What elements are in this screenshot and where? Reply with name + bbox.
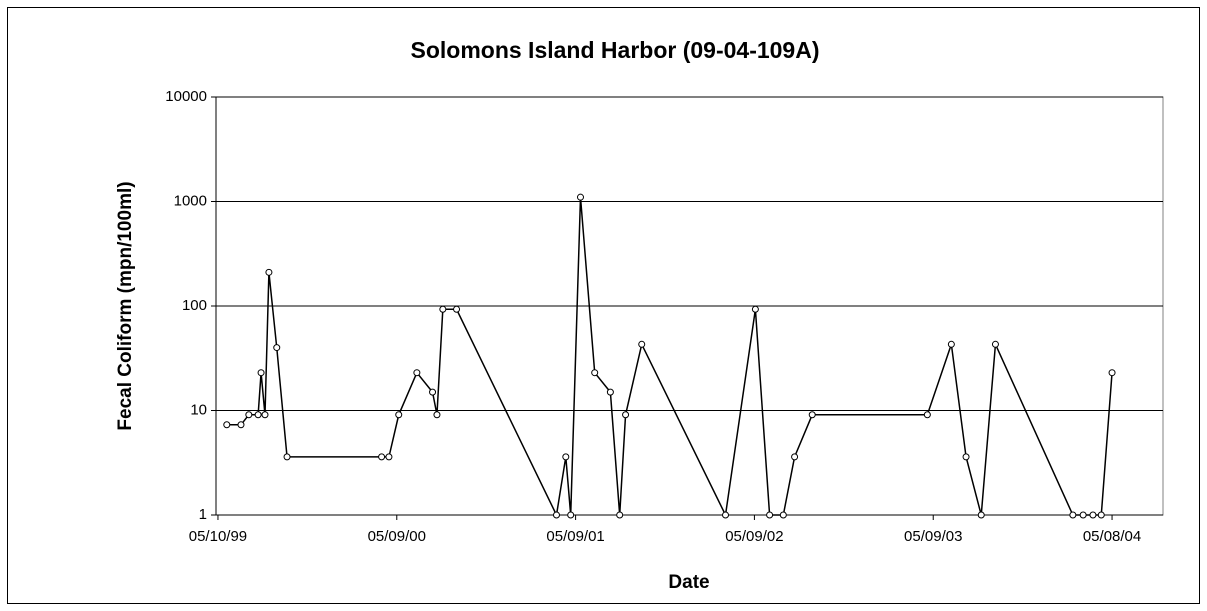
x-tick-label: 05/08/04 <box>1083 528 1141 545</box>
data-point <box>962 453 970 461</box>
y-tick-label: 100 <box>182 297 207 314</box>
data-point <box>453 305 461 313</box>
data-point <box>606 388 614 396</box>
data-point <box>576 193 584 201</box>
data-point <box>395 411 403 419</box>
data-point <box>991 340 999 348</box>
data-point <box>766 511 774 519</box>
data-point <box>622 411 630 419</box>
data-point <box>265 268 273 276</box>
x-tick-label: 05/09/03 <box>904 528 962 545</box>
data-point <box>433 411 441 419</box>
x-tick-label: 05/09/02 <box>725 528 783 545</box>
data-point <box>591 369 599 377</box>
data-point <box>808 411 816 419</box>
y-tick-label: 1 <box>199 506 207 523</box>
x-tick-label: 05/09/01 <box>546 528 604 545</box>
data-point <box>245 411 253 419</box>
data-point <box>378 453 386 461</box>
data-point <box>638 340 646 348</box>
data-point <box>385 453 393 461</box>
data-point <box>257 369 265 377</box>
data-point <box>779 511 787 519</box>
data-point <box>1108 369 1116 377</box>
data-point <box>751 305 759 313</box>
data-point <box>1089 511 1097 519</box>
x-tick-label: 05/09/00 <box>368 528 426 545</box>
data-point <box>223 421 231 429</box>
y-tick-label: 1000 <box>174 192 207 209</box>
data-point <box>1079 511 1087 519</box>
data-point <box>429 388 437 396</box>
data-point <box>1097 511 1105 519</box>
data-point <box>977 511 985 519</box>
data-point <box>562 453 570 461</box>
data-point <box>552 511 560 519</box>
data-point <box>791 453 799 461</box>
data-point <box>567 511 575 519</box>
y-tick-label: 10000 <box>165 88 207 105</box>
data-point <box>923 411 931 419</box>
data-point <box>947 340 955 348</box>
data-point <box>254 411 262 419</box>
data-point <box>237 421 245 429</box>
data-point <box>261 411 269 419</box>
data-point <box>413 369 421 377</box>
data-point <box>273 344 281 352</box>
data-point <box>1069 511 1077 519</box>
y-axis-label: Fecal Coliform (mpn/100ml) <box>115 181 136 430</box>
data-point <box>616 511 624 519</box>
data-point <box>722 511 730 519</box>
y-tick-label: 10 <box>190 401 207 418</box>
x-axis-label: Date <box>668 572 709 593</box>
chart-title: Solomons Island Harbor (09-04-109A) <box>411 37 820 63</box>
data-point <box>439 305 447 313</box>
x-tick-label: 05/10/99 <box>189 528 247 545</box>
data-line <box>226 197 1113 518</box>
data-point <box>283 453 291 461</box>
